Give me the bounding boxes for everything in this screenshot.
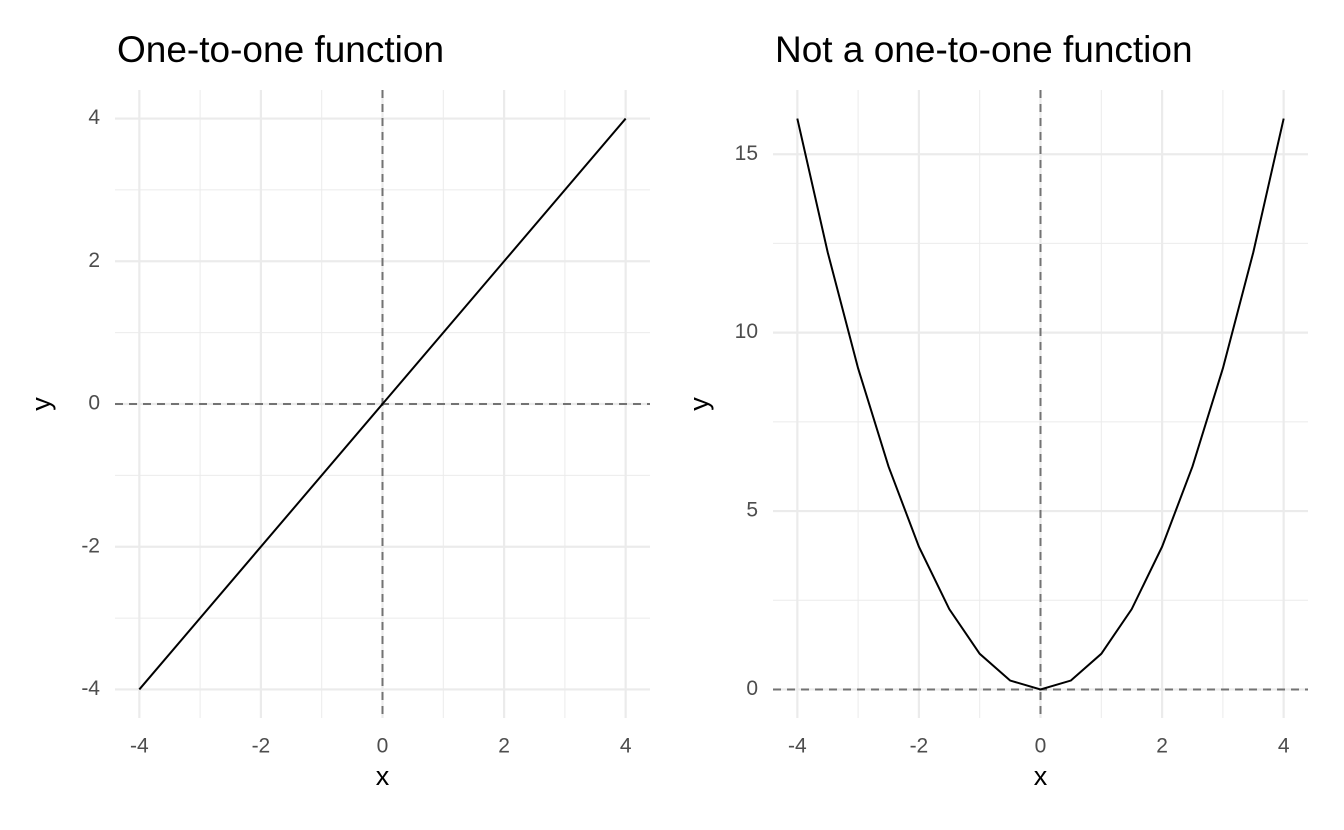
y-axis-title: y <box>26 397 56 411</box>
x-tick-label: -2 <box>910 735 929 758</box>
x-tick-label: -4 <box>788 735 807 758</box>
x-tick-label: 2 <box>1156 735 1168 758</box>
x-tick-label: 4 <box>1278 735 1290 758</box>
y-tick-label: 0 <box>746 677 758 700</box>
y-tick-label: -2 <box>81 534 100 557</box>
y-tick-label: 4 <box>88 106 100 129</box>
y-tick-label: 10 <box>735 320 758 343</box>
chart-title: One-to-one function <box>117 29 444 70</box>
y-tick-label: -4 <box>81 677 100 700</box>
y-tick-label: 0 <box>88 392 100 415</box>
x-axis-title: x <box>1034 761 1048 791</box>
chart-title: Not a one-to-one function <box>775 29 1193 70</box>
data-line <box>138 117 627 691</box>
x-tick-label: 2 <box>498 735 510 758</box>
x-tick-label: 0 <box>1035 735 1047 758</box>
data-line <box>796 118 1285 691</box>
x-tick-label: -2 <box>252 735 271 758</box>
x-tick-label: 4 <box>620 735 632 758</box>
y-tick-label: 15 <box>735 142 758 165</box>
y-tick-label: 5 <box>746 499 758 522</box>
y-axis-title: y <box>684 397 714 411</box>
x-tick-label: 0 <box>377 735 389 758</box>
x-tick-label: -4 <box>130 735 149 758</box>
y-tick-label: 2 <box>88 249 100 272</box>
x-axis-title: x <box>376 761 390 791</box>
